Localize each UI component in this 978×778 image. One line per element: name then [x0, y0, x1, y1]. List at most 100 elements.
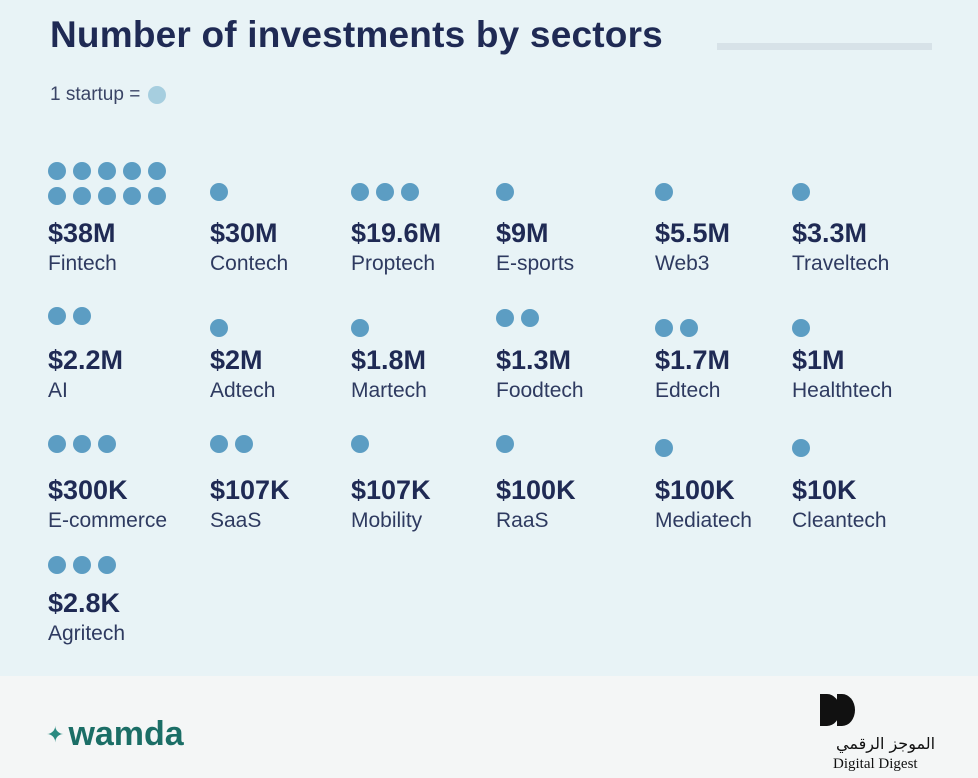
sector-label: Agritech: [48, 622, 126, 645]
infographic-panel: Number of investments by sectors 1 start…: [48, 14, 932, 645]
sector-label: E-commerce: [48, 509, 168, 532]
startup-dot: [351, 183, 369, 201]
startup-dot: [496, 183, 514, 201]
sector-amount: $2M: [210, 345, 263, 375]
startup-dots: [792, 319, 922, 337]
legend-dot-icon: [148, 86, 167, 104]
startup-dot: [73, 307, 91, 325]
startup-dots: [496, 183, 626, 201]
startup-dot: [655, 439, 673, 457]
legend-label: 1 startup =: [50, 84, 141, 105]
sector-amount: $300K: [48, 475, 128, 505]
sector-amount: $1.7M: [655, 345, 731, 375]
startup-dot: [48, 162, 66, 180]
startup-dots: [210, 319, 340, 337]
title-divider: [717, 43, 932, 50]
sector-label: Edtech: [655, 379, 721, 402]
sector-label: Cleantech: [792, 509, 887, 532]
sector-label: SaaS: [210, 509, 262, 532]
startup-dots: [351, 319, 481, 337]
startup-dots: [496, 435, 626, 453]
startup-dot: [148, 162, 166, 180]
startup-dots: [48, 556, 178, 574]
sector-amount: $19.6M: [351, 218, 442, 248]
sector-label: E-sports: [496, 252, 575, 275]
wamda-logo: ✦ wamda: [46, 715, 184, 754]
startup-dot: [680, 319, 698, 337]
startup-dots: [792, 439, 922, 457]
startup-dot: [210, 319, 228, 337]
sector-label: Adtech: [210, 379, 276, 402]
sector-label: Mediatech: [655, 509, 752, 532]
startup-dot: [351, 319, 369, 337]
sector-amount: $3.3M: [792, 218, 868, 248]
chart-title: Number of investments by sectors: [50, 14, 663, 55]
legend: 1 startup =: [50, 84, 167, 106]
startup-dots: [351, 435, 481, 453]
sector-amount: $9M: [496, 218, 549, 248]
startup-dot: [792, 439, 810, 457]
sector-amount: $38M: [48, 218, 116, 248]
sector-label: AI: [48, 379, 68, 402]
sector-label: Foodtech: [496, 379, 584, 402]
startup-dot: [48, 187, 66, 205]
startup-dot: [73, 556, 91, 574]
startup-dot: [401, 183, 419, 201]
startup-dots: [496, 309, 626, 327]
startup-dots: [48, 435, 178, 453]
startup-dot: [521, 309, 539, 327]
sector-amount: $1M: [792, 345, 845, 375]
sector-label: Healthtech: [792, 379, 893, 402]
startup-dot: [351, 435, 369, 453]
sector-amount: $100K: [496, 475, 576, 505]
startup-dot: [73, 435, 91, 453]
startup-dots: [792, 183, 922, 201]
digital-digest-logo-icon: [820, 694, 855, 726]
sparkle-icon: ✦: [46, 721, 65, 747]
startup-dot: [48, 307, 66, 325]
startup-dots: [655, 183, 785, 201]
sector-amount: $2.2M: [48, 345, 124, 375]
startup-dot: [655, 183, 673, 201]
startup-dot: [148, 187, 166, 205]
startup-dot: [210, 435, 228, 453]
startup-dot: [496, 309, 514, 327]
startup-dot: [98, 187, 116, 205]
startup-dot: [123, 187, 141, 205]
startup-dot: [73, 162, 91, 180]
startup-dot: [655, 319, 673, 337]
startup-dots: [210, 183, 340, 201]
sector-label: Fintech: [48, 252, 117, 275]
sector-label: RaaS: [496, 509, 549, 532]
sector-label: Contech: [210, 252, 289, 275]
startup-dots: [351, 183, 481, 201]
sector-amount: $5.5M: [655, 218, 731, 248]
startup-dots: [655, 319, 785, 337]
startup-dot: [73, 187, 91, 205]
startup-dot: [210, 183, 228, 201]
startup-dot: [123, 162, 141, 180]
startup-dot: [48, 435, 66, 453]
sector-amount: $100K: [655, 475, 735, 505]
sector-amount: $1.8M: [351, 345, 427, 375]
startup-dot: [792, 183, 810, 201]
sector-label: Web3: [655, 252, 710, 275]
digital-digest-english-name: Digital Digest: [833, 756, 918, 772]
startup-dots: [48, 307, 178, 325]
sector-amount: $2.8K: [48, 588, 121, 618]
startup-dots: [48, 162, 172, 205]
sector-amount: $10K: [792, 475, 857, 505]
sector-amount: $107K: [210, 475, 290, 505]
startup-dot: [496, 435, 514, 453]
startup-dot: [376, 183, 394, 201]
startup-dot: [98, 162, 116, 180]
startup-dot: [235, 435, 253, 453]
sector-amount: $1.3M: [496, 345, 572, 375]
startup-dot: [98, 435, 116, 453]
wamda-wordmark: wamda: [68, 715, 184, 753]
sector-label: Martech: [351, 379, 427, 402]
startup-dot: [98, 556, 116, 574]
sector-label: Proptech: [351, 252, 436, 275]
startup-dots: [655, 439, 785, 457]
digital-digest-arabic-name: الموجز الرقمي: [836, 734, 936, 753]
